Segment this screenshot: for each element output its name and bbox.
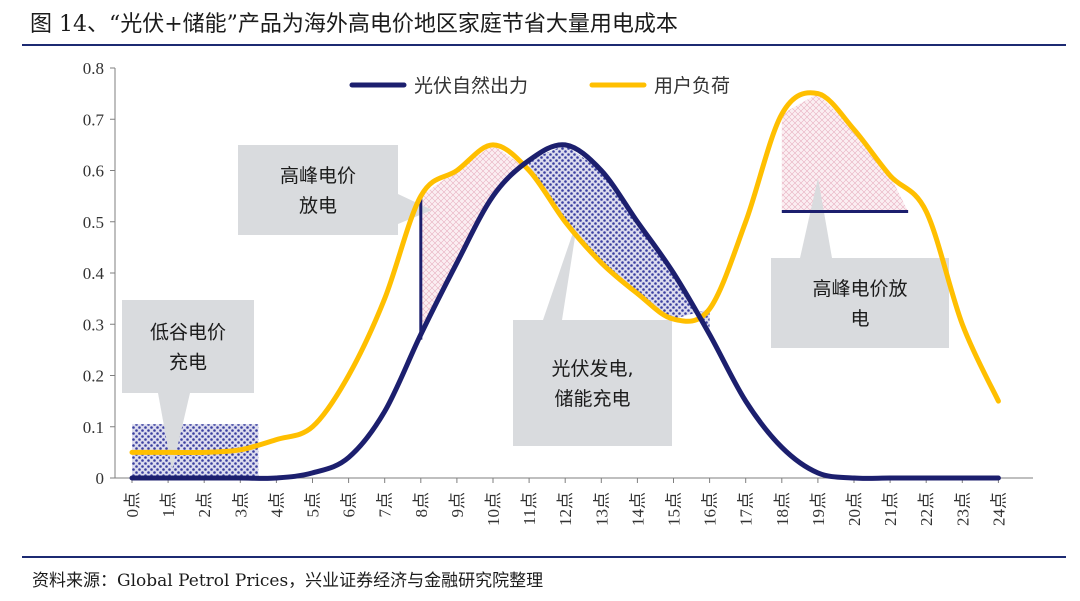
y-tick-label: 0.5 [83,213,104,232]
callout-text: 放电 [299,195,337,217]
callout-text: 充电 [169,352,207,374]
x-tick-label: 20点 [845,492,864,526]
callout-pointer [543,218,578,320]
x-tick-label: 24点 [989,492,1008,526]
x-tick-label: 10点 [484,492,503,526]
y-tick-label: 0.6 [83,162,104,181]
x-tick-label: 16点 [701,492,720,526]
x-tick-label: 9点 [448,492,467,518]
x-tick-label: 7点 [376,492,395,518]
x-tick-label: 22点 [917,492,936,526]
x-tick-label: 21点 [881,492,900,526]
x-tick-label: 5点 [304,492,323,518]
series-line-0 [129,142,1001,481]
callout-box [238,145,398,235]
callout-text: 储能充电 [554,388,630,410]
x-tick-label: 12点 [556,492,575,526]
callout-pointer [800,178,832,258]
x-tick-label: 3点 [231,492,250,518]
legend-label: 用户负荷 [654,75,730,97]
y-tick-label: 0.1 [83,418,104,437]
footer-rule [22,556,1066,558]
legend-item: 用户负荷 [589,75,730,97]
x-tick-label: 17点 [737,492,756,526]
figure-title: 图 14、“光伏+储能”产品为海外高电价地区家庭节省大量用电成本 [30,12,678,37]
callout-box [513,320,672,446]
x-tick-label: 19点 [809,492,828,526]
legend-item: 光伏自然出力 [349,75,528,97]
x-tick-label: 6点 [340,492,359,518]
callout-text: 电 [850,308,869,330]
x-tick-label: 4点 [267,492,286,518]
callout-pv: 光伏发电, 储能充电 [513,218,672,446]
x-tick-label: 23点 [953,492,972,526]
callout-box [771,258,949,348]
y-tick-label: 0 [96,469,105,488]
y-tick-label: 0.4 [83,264,105,283]
callout-text: 高峰电价放 [812,278,907,300]
y-tick-label: 0.8 [83,59,104,78]
series-line-1 [129,90,1001,456]
y-tick-label: 0.2 [83,367,104,386]
x-tick-label: 18点 [773,492,792,526]
title-rule [22,44,1066,46]
y-tick-label: 0.7 [83,110,105,129]
x-tick-label: 2点 [195,492,214,518]
x-tick-label: 8点 [412,492,431,518]
legend-label: 光伏自然出力 [414,75,528,97]
evening-discharge-area [781,93,909,212]
x-tick-label: 13点 [592,492,611,526]
x-tick-label: 11点 [520,492,539,525]
x-tick-label: 0点 [123,492,142,518]
morning-discharge-area [420,144,530,335]
callout-text: 低谷电价 [150,322,226,344]
callout-box [122,300,254,393]
callout-text: 光伏发电, [551,358,633,380]
x-tick-label: 1点 [159,492,178,518]
callout-pointer [158,393,190,470]
callout-text: 高峰电价 [280,165,356,187]
source-note: 资料来源：Global Petrol Prices，兴业证券经济与金融研究院整理 [32,571,544,591]
x-tick-label: 15点 [665,492,684,526]
x-tick-label: 14点 [628,492,647,526]
solar-charge-area [529,144,710,335]
y-tick-label: 0.3 [83,315,104,334]
